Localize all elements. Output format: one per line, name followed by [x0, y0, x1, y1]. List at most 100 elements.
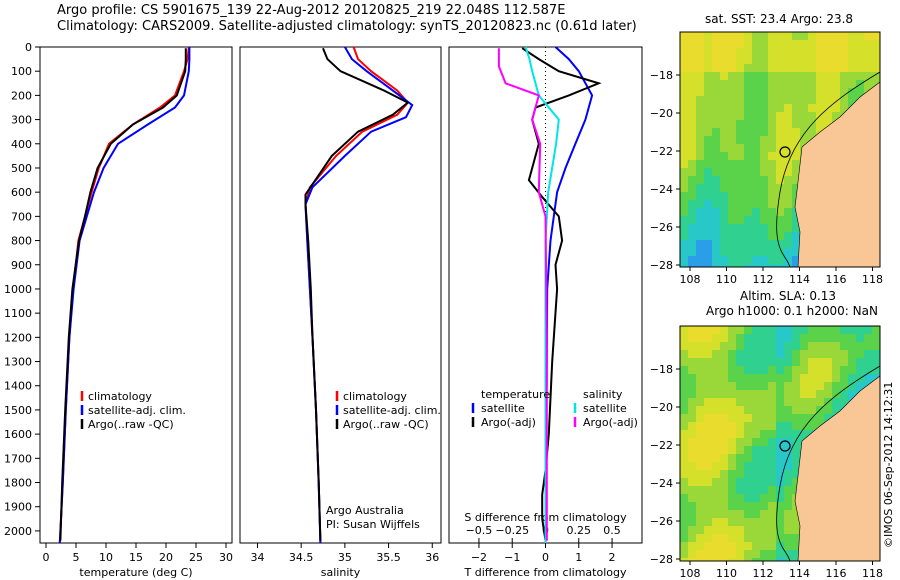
map-cell: [800, 350, 808, 358]
map-cell: [688, 208, 696, 216]
map-cell: [720, 550, 728, 558]
map-cell: [768, 462, 776, 470]
map-cell: [816, 398, 824, 406]
map-cell: [744, 112, 752, 120]
map-cell: [784, 176, 792, 184]
map-cell: [744, 152, 752, 160]
map-cell: [744, 422, 752, 430]
map-cell: [688, 192, 696, 200]
map-cell: [696, 334, 704, 342]
map-cell: [704, 240, 712, 248]
map-cell: [784, 558, 792, 561]
map-cell: [776, 406, 784, 414]
map-cell: [792, 374, 800, 382]
map-cell: [776, 232, 784, 240]
map-cell: [728, 160, 736, 168]
map-cell: [744, 398, 752, 406]
map-cell: [776, 326, 784, 334]
map-cell: [744, 192, 752, 200]
map-cell: [752, 438, 760, 446]
x-tick-label: 10: [99, 551, 113, 564]
map-cell: [720, 104, 728, 112]
map-cell: [744, 200, 752, 208]
map-cell: [784, 510, 792, 518]
map-cell: [712, 526, 720, 534]
map-cell: [696, 200, 704, 208]
map-cell: [792, 112, 800, 120]
map-cell: [744, 120, 752, 128]
map-cell: [704, 382, 712, 390]
map-cell: [848, 382, 856, 390]
map-cell: [752, 96, 760, 104]
map-cell: [680, 366, 688, 374]
map-cell: [768, 104, 776, 112]
map-cell: [840, 382, 848, 390]
y-tick-label: 700: [11, 210, 32, 223]
map-cell: [776, 176, 784, 184]
map-cell: [768, 478, 776, 486]
map-cell: [720, 96, 728, 104]
map-cell: [768, 406, 776, 414]
map-cell: [688, 176, 696, 184]
map-cell: [736, 152, 744, 160]
map-cell: [728, 32, 736, 40]
map-cell: [680, 494, 688, 502]
map-cell: [792, 56, 800, 64]
map-cell: [816, 342, 824, 350]
map-cell: [680, 398, 688, 406]
map-cell: [720, 502, 728, 510]
map-cell: [728, 232, 736, 240]
map-cell: [760, 558, 768, 561]
map-cell: [776, 430, 784, 438]
map-cell: [760, 32, 768, 40]
map-cell: [736, 422, 744, 430]
title-line-1: Argo profile: CS 5901675_139 22-Aug-2012…: [57, 3, 566, 18]
map-cell: [800, 422, 808, 430]
map-cell: [792, 64, 800, 72]
map-cell: [840, 390, 848, 398]
map-cell: [792, 430, 800, 438]
map-cell: [688, 542, 696, 550]
map-cell: [776, 478, 784, 486]
map-cell: [752, 462, 760, 470]
map-cell: [800, 136, 808, 144]
map-cell: [824, 342, 832, 350]
map-cell: [856, 32, 864, 40]
map-cell: [712, 224, 720, 232]
map-cell: [840, 56, 848, 64]
map-cell: [712, 430, 720, 438]
legend-label: satellite: [481, 402, 525, 415]
map-cell: [752, 518, 760, 526]
map-cell: [720, 406, 728, 414]
map-cell: [704, 350, 712, 358]
map-cell: [704, 454, 712, 462]
map-cell: [712, 558, 720, 561]
map-cell: [768, 192, 776, 200]
map-cell: [768, 32, 776, 40]
map-cell: [784, 390, 792, 398]
map-cell: [680, 208, 688, 216]
map-cell: [752, 326, 760, 334]
map-cell: [768, 80, 776, 88]
map-cell: [720, 200, 728, 208]
map-cell: [864, 326, 872, 334]
map-cell: [688, 526, 696, 534]
map-cell: [728, 64, 736, 72]
map-cell: [696, 64, 704, 72]
map-cell: [872, 334, 880, 342]
map-cell: [808, 88, 816, 96]
map-cell: [776, 208, 784, 216]
map-cell: [872, 56, 880, 64]
map-cell: [744, 104, 752, 112]
map-cell: [680, 144, 688, 152]
map-cell: [784, 534, 792, 542]
map-cell: [752, 176, 760, 184]
map-cell: [720, 208, 728, 216]
map-cell: [856, 56, 864, 64]
map-cell: [816, 48, 824, 56]
map-cell: [792, 152, 800, 160]
map-cell: [688, 136, 696, 144]
map-cell: [816, 88, 824, 96]
map-cell: [720, 342, 728, 350]
